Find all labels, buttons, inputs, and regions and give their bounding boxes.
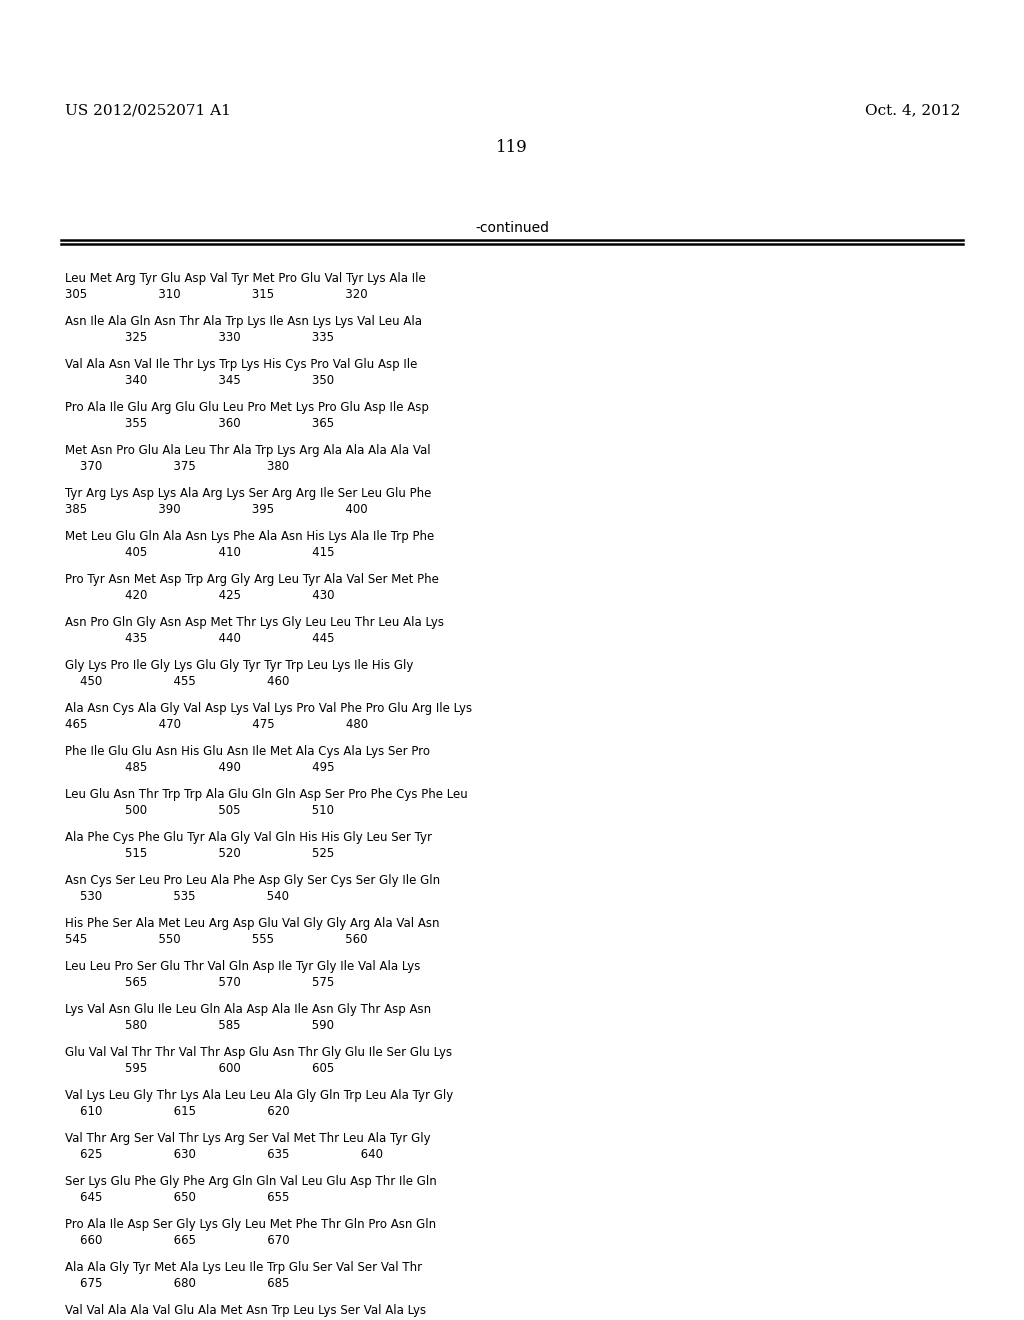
Text: Ala Asn Cys Ala Gly Val Asp Lys Val Lys Pro Val Phe Pro Glu Arg Ile Lys: Ala Asn Cys Ala Gly Val Asp Lys Val Lys … (65, 702, 472, 715)
Text: 325                   330                   335: 325 330 335 (65, 331, 334, 345)
Text: Ser Lys Glu Phe Gly Phe Arg Gln Gln Val Leu Glu Asp Thr Ile Gln: Ser Lys Glu Phe Gly Phe Arg Gln Gln Val … (65, 1175, 437, 1188)
Text: 545                   550                   555                   560: 545 550 555 560 (65, 933, 368, 946)
Text: 370                   375                   380: 370 375 380 (65, 459, 289, 473)
Text: 675                   680                   685: 675 680 685 (65, 1276, 290, 1290)
Text: 119: 119 (496, 140, 528, 157)
Text: Pro Ala Ile Glu Arg Glu Glu Leu Pro Met Lys Pro Glu Asp Ile Asp: Pro Ala Ile Glu Arg Glu Glu Leu Pro Met … (65, 401, 429, 414)
Text: 450                   455                   460: 450 455 460 (65, 675, 290, 688)
Text: Oct. 4, 2012: Oct. 4, 2012 (864, 103, 961, 117)
Text: -continued: -continued (475, 220, 549, 235)
Text: Val Val Ala Ala Val Glu Ala Met Asn Trp Leu Lys Ser Val Ala Lys: Val Val Ala Ala Val Glu Ala Met Asn Trp … (65, 1304, 426, 1317)
Text: Val Ala Asn Val Ile Thr Lys Trp Lys His Cys Pro Val Glu Asp Ile: Val Ala Asn Val Ile Thr Lys Trp Lys His … (65, 358, 418, 371)
Text: 485                   490                   495: 485 490 495 (65, 762, 335, 774)
Text: 515                   520                   525: 515 520 525 (65, 847, 334, 861)
Text: Tyr Arg Lys Asp Lys Ala Arg Lys Ser Arg Arg Ile Ser Leu Glu Phe: Tyr Arg Lys Asp Lys Ala Arg Lys Ser Arg … (65, 487, 431, 500)
Text: Leu Glu Asn Thr Trp Trp Ala Glu Gln Gln Asp Ser Pro Phe Cys Phe Leu: Leu Glu Asn Thr Trp Trp Ala Glu Gln Gln … (65, 788, 468, 801)
Text: Asn Ile Ala Gln Asn Thr Ala Trp Lys Ile Asn Lys Lys Val Leu Ala: Asn Ile Ala Gln Asn Thr Ala Trp Lys Ile … (65, 315, 422, 327)
Text: 660                   665                   670: 660 665 670 (65, 1234, 290, 1247)
Text: 500                   505                   510: 500 505 510 (65, 804, 334, 817)
Text: Pro Tyr Asn Met Asp Trp Arg Gly Arg Leu Tyr Ala Val Ser Met Phe: Pro Tyr Asn Met Asp Trp Arg Gly Arg Leu … (65, 573, 439, 586)
Text: Pro Ala Ile Asp Ser Gly Lys Gly Leu Met Phe Thr Gln Pro Asn Gln: Pro Ala Ile Asp Ser Gly Lys Gly Leu Met … (65, 1218, 436, 1232)
Text: Lys Val Asn Glu Ile Leu Gln Ala Asp Ala Ile Asn Gly Thr Asp Asn: Lys Val Asn Glu Ile Leu Gln Ala Asp Ala … (65, 1003, 431, 1016)
Text: 385                   390                   395                   400: 385 390 395 400 (65, 503, 368, 516)
Text: 305                   310                   315                   320: 305 310 315 320 (65, 288, 368, 301)
Text: Gly Lys Pro Ile Gly Lys Glu Gly Tyr Tyr Trp Leu Lys Ile His Gly: Gly Lys Pro Ile Gly Lys Glu Gly Tyr Tyr … (65, 659, 414, 672)
Text: Val Lys Leu Gly Thr Lys Ala Leu Leu Ala Gly Gln Trp Leu Ala Tyr Gly: Val Lys Leu Gly Thr Lys Ala Leu Leu Ala … (65, 1089, 454, 1102)
Text: Ala Ala Gly Tyr Met Ala Lys Leu Ile Trp Glu Ser Val Ser Val Thr: Ala Ala Gly Tyr Met Ala Lys Leu Ile Trp … (65, 1261, 422, 1274)
Text: Met Leu Glu Gln Ala Asn Lys Phe Ala Asn His Lys Ala Ile Trp Phe: Met Leu Glu Gln Ala Asn Lys Phe Ala Asn … (65, 531, 434, 543)
Text: 420                   425                   430: 420 425 430 (65, 589, 335, 602)
Text: His Phe Ser Ala Met Leu Arg Asp Glu Val Gly Gly Arg Ala Val Asn: His Phe Ser Ala Met Leu Arg Asp Glu Val … (65, 917, 439, 931)
Text: 340                   345                   350: 340 345 350 (65, 374, 334, 387)
Text: 435                   440                   445: 435 440 445 (65, 632, 335, 645)
Text: 465                   470                   475                   480: 465 470 475 480 (65, 718, 368, 731)
Text: Asn Pro Gln Gly Asn Asp Met Thr Lys Gly Leu Leu Thr Leu Ala Lys: Asn Pro Gln Gly Asn Asp Met Thr Lys Gly … (65, 616, 444, 630)
Text: Glu Val Val Thr Thr Val Thr Asp Glu Asn Thr Gly Glu Ile Ser Glu Lys: Glu Val Val Thr Thr Val Thr Asp Glu Asn … (65, 1045, 453, 1059)
Text: 580                   585                   590: 580 585 590 (65, 1019, 334, 1032)
Text: Asn Cys Ser Leu Pro Leu Ala Phe Asp Gly Ser Cys Ser Gly Ile Gln: Asn Cys Ser Leu Pro Leu Ala Phe Asp Gly … (65, 874, 440, 887)
Text: 405                   410                   415: 405 410 415 (65, 546, 335, 558)
Text: 610                   615                   620: 610 615 620 (65, 1105, 290, 1118)
Text: 625                   630                   635                   640: 625 630 635 640 (65, 1148, 383, 1162)
Text: Met Asn Pro Glu Ala Leu Thr Ala Trp Lys Arg Ala Ala Ala Ala Val: Met Asn Pro Glu Ala Leu Thr Ala Trp Lys … (65, 444, 431, 457)
Text: 355                   360                   365: 355 360 365 (65, 417, 334, 430)
Text: 530                   535                   540: 530 535 540 (65, 890, 289, 903)
Text: 595                   600                   605: 595 600 605 (65, 1063, 334, 1074)
Text: 645                   650                   655: 645 650 655 (65, 1191, 290, 1204)
Text: Leu Leu Pro Ser Glu Thr Val Gln Asp Ile Tyr Gly Ile Val Ala Lys: Leu Leu Pro Ser Glu Thr Val Gln Asp Ile … (65, 960, 421, 973)
Text: Phe Ile Glu Glu Asn His Glu Asn Ile Met Ala Cys Ala Lys Ser Pro: Phe Ile Glu Glu Asn His Glu Asn Ile Met … (65, 744, 430, 758)
Text: Leu Met Arg Tyr Glu Asp Val Tyr Met Pro Glu Val Tyr Lys Ala Ile: Leu Met Arg Tyr Glu Asp Val Tyr Met Pro … (65, 272, 426, 285)
Text: Val Thr Arg Ser Val Thr Lys Arg Ser Val Met Thr Leu Ala Tyr Gly: Val Thr Arg Ser Val Thr Lys Arg Ser Val … (65, 1133, 431, 1144)
Text: Ala Phe Cys Phe Glu Tyr Ala Gly Val Gln His His Gly Leu Ser Tyr: Ala Phe Cys Phe Glu Tyr Ala Gly Val Gln … (65, 832, 432, 843)
Text: US 2012/0252071 A1: US 2012/0252071 A1 (65, 103, 230, 117)
Text: 565                   570                   575: 565 570 575 (65, 975, 334, 989)
